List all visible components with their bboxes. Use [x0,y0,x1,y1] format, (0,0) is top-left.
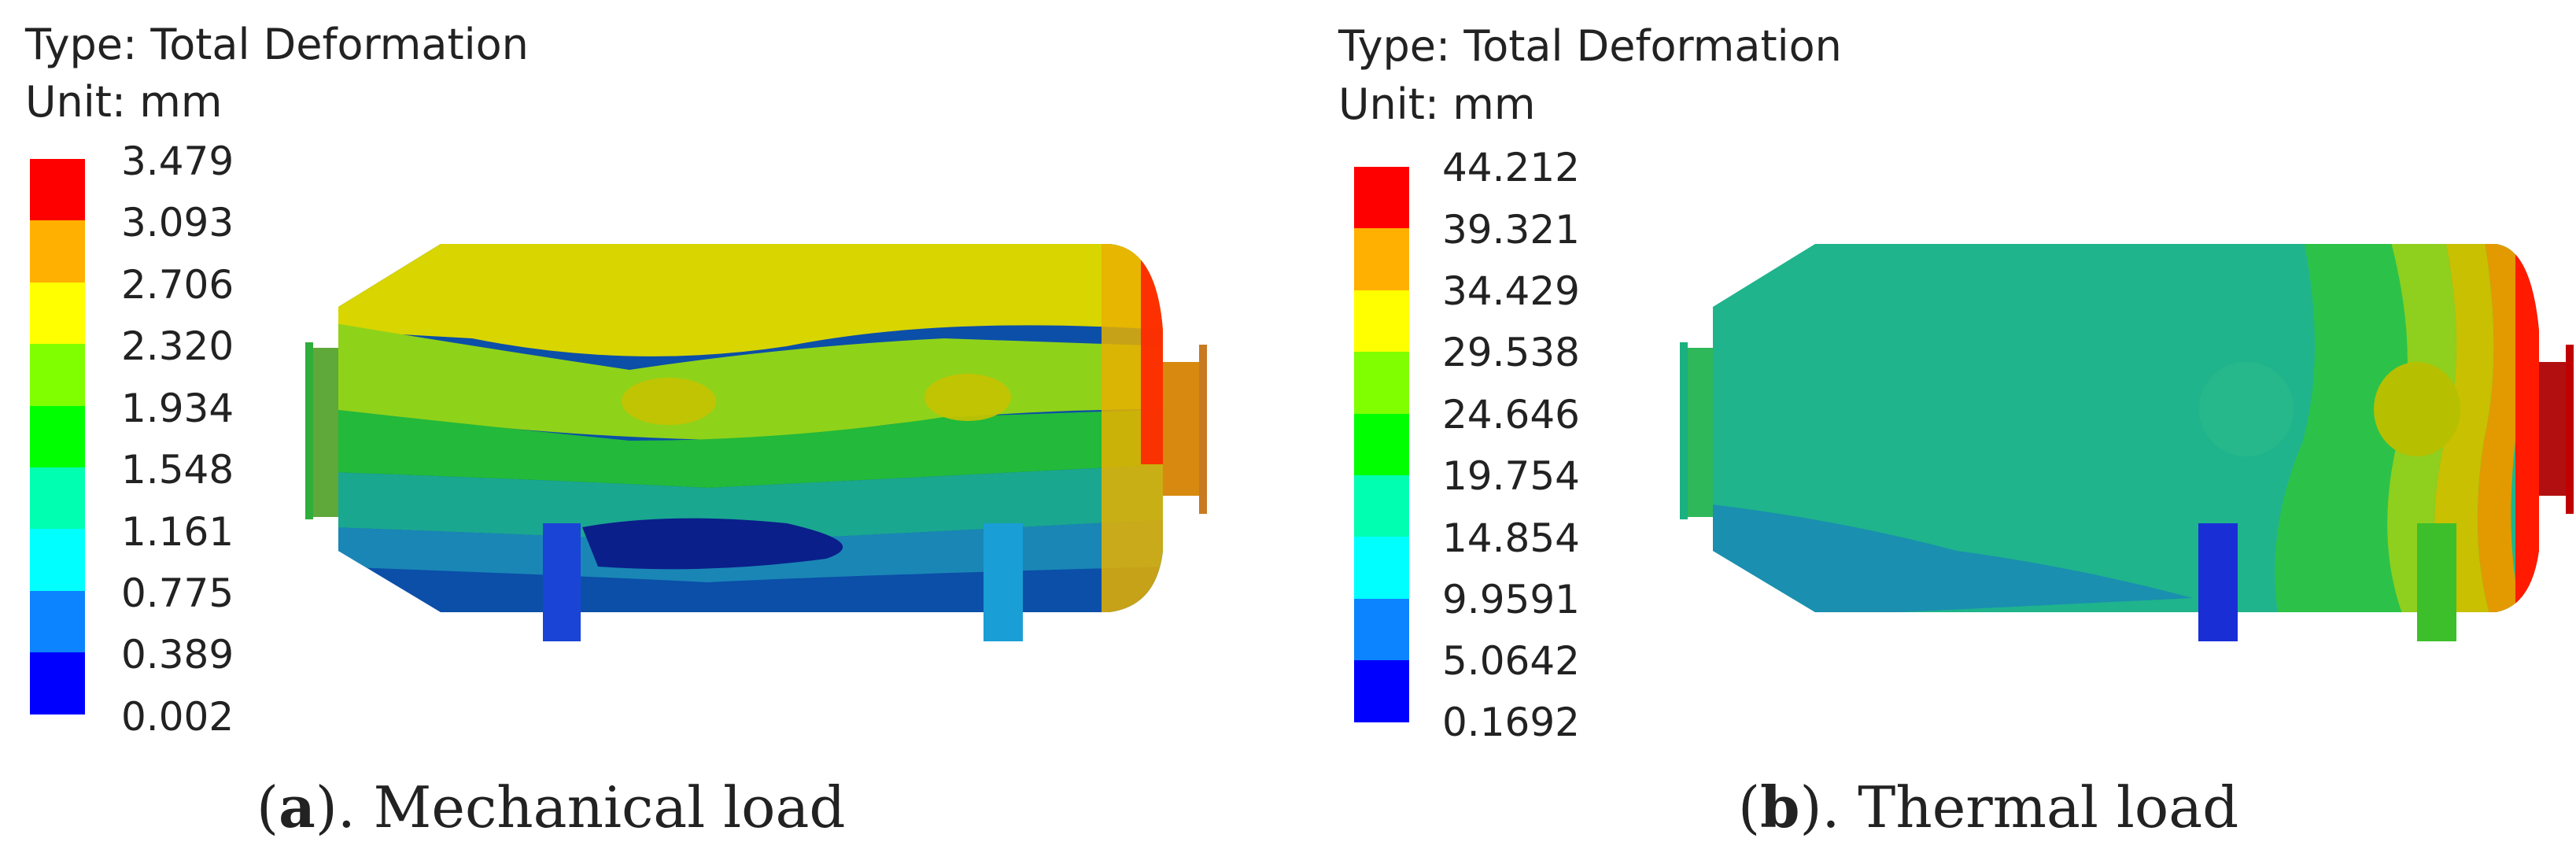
legend-swatch [30,405,85,467]
saddle-support-right [984,523,1023,641]
left-flange [1680,342,1688,519]
legend-value: 2.320 [121,323,234,369]
result-type-label: Type: Total Deformation [1338,21,1842,71]
legend-swatch [30,652,85,715]
caption-thermal: (b). Thermal load [1738,774,2239,840]
legend-swatch [30,344,85,406]
unit-label: Unit: mm [25,77,223,127]
legend-value: 9.9591 [1442,577,1580,622]
result-type-label: Type: Total Deformation [25,20,529,69]
left-flange [305,342,313,519]
panel-mechanical-load: Type: Total Deformation Unit: mm 3.479 3… [25,20,1207,840]
legend-value: 34.429 [1442,268,1580,314]
legend-swatch [1354,537,1409,599]
right-nozzle [1163,362,1205,496]
legend-swatch [30,159,85,221]
legend-value: 44.212 [1442,145,1580,190]
legend-value: 14.854 [1442,515,1580,561]
legend-value: 24.646 [1442,392,1580,438]
pressure-vessel-contour-plot [305,244,1207,641]
legend-swatch [30,220,85,282]
legend-value: 5.0642 [1442,638,1580,684]
legend-swatch [30,282,85,345]
saddle-support-left [2198,523,2238,641]
legend-swatch [30,590,85,653]
saddle-support-right [2417,523,2456,641]
legend-swatch [30,529,85,591]
legend-swatch [1354,228,1409,290]
legend-swatch [30,467,85,530]
legend-swatch [1354,660,1409,722]
color-legend [1354,167,1409,722]
legend-value: 3.479 [121,138,234,184]
pressure-vessel-contour-plot [1680,244,2574,641]
legend-swatch [1354,598,1409,661]
panel-thermal-load: Type: Total Deformation Unit: mm 44.212 … [1288,0,2576,853]
legend-value: 3.093 [121,200,234,246]
color-legend [30,159,85,715]
legend-value: 19.754 [1442,453,1580,499]
legend-value: 0.002 [121,694,234,740]
legend-value: 0.1692 [1442,700,1580,745]
right-flange [1199,345,1207,514]
legend-value: 39.321 [1442,207,1580,253]
legend-value: 0.775 [121,571,234,616]
saddle-support-left [543,523,581,641]
legend-value: 2.706 [121,262,234,308]
legend-value: 1.934 [121,386,234,431]
legend-value: 0.389 [121,632,234,678]
right-flange [2566,345,2574,514]
legend-swatch [1354,413,1409,475]
legend-value: 29.538 [1442,330,1580,375]
legend-value: 1.548 [121,447,234,493]
legend-swatch [1354,167,1409,229]
unit-label: Unit: mm [1338,79,1536,129]
caption-mechanical: (a). Mechanical load [256,774,846,840]
legend-swatch [1354,290,1409,353]
legend-swatch [1354,352,1409,414]
right-nozzle [2539,362,2570,496]
legend-swatch [1354,475,1409,537]
legend-value: 1.161 [121,509,234,555]
